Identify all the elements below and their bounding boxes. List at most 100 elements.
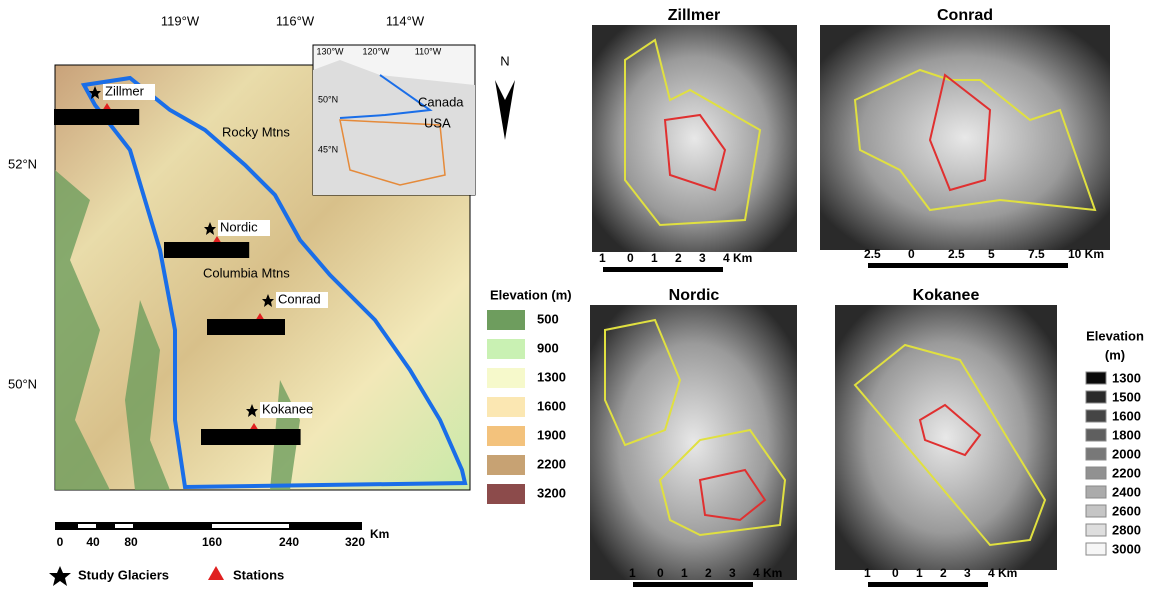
- legend-title: Elevation (m): [490, 287, 572, 302]
- legend-swatch: [487, 484, 525, 504]
- legend-swatch: [1086, 467, 1106, 479]
- scale-label: 5: [988, 247, 995, 261]
- legend-label: 1800: [1112, 427, 1141, 442]
- inset-lat: 50°N: [318, 94, 338, 104]
- scale-bar: [603, 267, 723, 272]
- legend-label: 2200: [537, 456, 566, 471]
- north-arrow: [495, 80, 515, 140]
- inset-lon: 120°W: [362, 46, 390, 56]
- legend-label: Stations: [233, 567, 284, 582]
- legend-swatch: [487, 339, 525, 359]
- legend-label: 2200: [1112, 465, 1141, 480]
- scale-label: 320: [345, 535, 365, 549]
- panel-image: [835, 305, 1057, 570]
- legend-label: 1300: [1112, 370, 1141, 385]
- scale-label: 1: [651, 251, 658, 265]
- scale-label: 40: [86, 535, 100, 549]
- scale-label: 4 Km: [988, 566, 1017, 580]
- legend-label: 1900: [537, 427, 566, 442]
- scale-label: 1: [681, 566, 688, 580]
- scale-label: 3: [699, 251, 706, 265]
- scale-bar: [633, 582, 753, 587]
- panel-title: Kokanee: [913, 287, 980, 304]
- scale-bar: [55, 522, 362, 530]
- legend-swatch: [487, 397, 525, 417]
- scale-label: 0: [627, 251, 634, 265]
- scale-label: 240: [279, 535, 299, 549]
- legend-label: 3200: [537, 485, 566, 500]
- legend-swatch: [1086, 429, 1106, 441]
- inset-lat: 45°N: [318, 144, 338, 154]
- legend-swatch: [487, 426, 525, 446]
- scale-label: 1: [864, 566, 871, 580]
- figure: 119°W116°W114°W52°N50°NZillmerNordicConr…: [0, 0, 1163, 588]
- scale-label: 2.5: [864, 247, 881, 261]
- scale-seg: [115, 524, 133, 528]
- scale-label: 4 Km: [723, 251, 752, 265]
- legend-swatch: [1086, 505, 1106, 517]
- scale-label: 10 Km: [1068, 247, 1104, 261]
- station-label: Redfish-Creek: [204, 428, 293, 443]
- glacier-label: Kokanee: [262, 401, 313, 416]
- scale-label: 0: [908, 247, 915, 261]
- scale-label: 0: [57, 535, 64, 549]
- legend-star: [49, 566, 71, 586]
- legend-label: 1600: [537, 398, 566, 413]
- legend-swatch: [1086, 524, 1106, 536]
- legend-swatch: [487, 368, 525, 388]
- north-label: N: [500, 53, 509, 68]
- legend-title: (m): [1105, 347, 1125, 362]
- glacier-label: Zillmer: [105, 83, 145, 98]
- legend-label: 1600: [1112, 408, 1141, 423]
- legend-swatch: [1086, 543, 1106, 555]
- legend-label: 2600: [1112, 503, 1141, 518]
- scale-label: 2: [705, 566, 712, 580]
- legend-swatch: [1086, 391, 1106, 403]
- legend-label: 1300: [537, 369, 566, 384]
- lat-label: 52°N: [8, 156, 37, 171]
- legend-label: Study Glaciers: [78, 567, 169, 582]
- legend-label: 2800: [1112, 522, 1141, 537]
- panel-image: [592, 25, 797, 252]
- legend-label: 3000: [1112, 541, 1141, 556]
- scale-label: 3: [964, 566, 971, 580]
- legend-swatch: [1086, 486, 1106, 498]
- scale-label: 0: [892, 566, 899, 580]
- country-label: Canada: [418, 94, 464, 109]
- lon-label: 119°W: [161, 13, 200, 28]
- legend-swatch: [1086, 410, 1106, 422]
- legend-label: 900: [537, 340, 559, 355]
- legend-label: 1500: [1112, 389, 1141, 404]
- scale-label: 2.5: [948, 247, 965, 261]
- inset-lon: 110°W: [415, 46, 442, 56]
- scale-label: 0: [657, 566, 664, 580]
- country-label: USA: [424, 115, 451, 130]
- legend-label: 2400: [1112, 484, 1141, 499]
- station-label: Azure-River: [57, 108, 130, 123]
- scale-unit: Km: [370, 527, 389, 541]
- scale-bar: [868, 263, 1068, 268]
- scale-seg: [78, 524, 96, 528]
- scale-label: 2: [675, 251, 682, 265]
- legend-swatch: [1086, 372, 1106, 384]
- scale-label: 4 Km: [753, 566, 782, 580]
- lat-label: 50°N: [8, 376, 37, 391]
- panel-title: Conrad: [937, 7, 993, 24]
- panel-image: [820, 25, 1110, 250]
- station-label: East-Creek: [210, 318, 279, 333]
- scale-label: 80: [124, 535, 138, 549]
- station-label: Glacier-NMF: [167, 241, 244, 256]
- scale-label: 160: [202, 535, 222, 549]
- panel-title: Zillmer: [668, 7, 720, 24]
- range-label: Columbia Mtns: [203, 265, 290, 280]
- legend-title: Elevation: [1086, 328, 1144, 343]
- legend-swatch: [487, 310, 525, 330]
- lon-label: 116°W: [276, 13, 315, 28]
- range-label: Rocky Mtns: [222, 124, 290, 139]
- legend-triangle: [208, 566, 224, 580]
- legend-label: 2000: [1112, 446, 1141, 461]
- legend-swatch: [487, 455, 525, 475]
- scale-bar: [868, 582, 988, 587]
- scale-seg: [212, 524, 289, 528]
- panel-title: Nordic: [669, 287, 720, 304]
